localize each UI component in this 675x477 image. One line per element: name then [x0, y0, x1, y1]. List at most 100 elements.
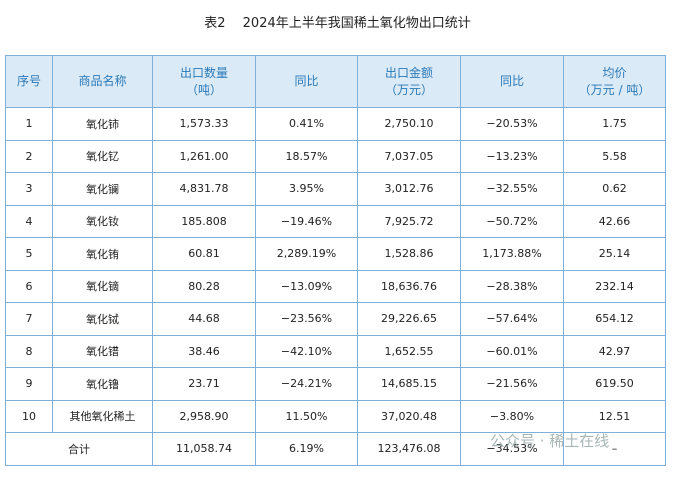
cell: 18.57% [255, 139, 358, 173]
cell: 2,289.19% [255, 237, 358, 271]
cell: 8 [5, 334, 53, 368]
cell: −13.09% [255, 269, 358, 303]
cell: 60.81 [152, 237, 256, 271]
cell: −19.46% [255, 204, 358, 238]
header-cell: 出口金额 （万元） [357, 55, 461, 108]
header-cell: 商品名称 [52, 55, 153, 108]
cell: 23.71 [152, 367, 256, 401]
cell: 氧化镝 [52, 269, 153, 303]
header-line: （万元 / 吨） [578, 82, 651, 97]
watermark: 公众号 · 稀土在线 [490, 432, 610, 450]
cell: 氧化镧 [52, 172, 153, 206]
cell: −21.56% [460, 367, 564, 401]
header-line: 序号 [16, 74, 41, 88]
header-cell: 出口数量 （吨） [152, 55, 256, 108]
header-cell: 均价 （万元 / 吨） [563, 55, 666, 108]
table-row: 7 氧化铽 44.68 −23.56% 29,226.65 −57.64% 654.12 [5, 302, 666, 336]
cell: 1.75 [563, 107, 666, 141]
cell: 44.68 [152, 302, 256, 336]
header-line: 出口金额 [384, 65, 433, 80]
table-row: 5 氧化铕 60.81 2,289.19% 1,528.86 1,173.88% 25.14 [5, 237, 666, 271]
cell: 氧化铕 [52, 237, 153, 271]
cell: 25.14 [563, 237, 666, 271]
cell: −50.72% [460, 204, 564, 238]
cell: −28.38% [460, 269, 564, 303]
table-row: 3 氧化镧 4,831.78 3.95% 3,012.76 −32.55% 0.62 [5, 172, 666, 206]
header-line: 商品名称 [78, 74, 127, 88]
cell: −3.80% [460, 399, 564, 433]
cell: −24.21% [255, 367, 358, 401]
table-row: 6 氧化镝 80.28 −13.09% 18,636.76 −28.38% 232.14 [5, 269, 666, 303]
cell: 3.95% [255, 172, 358, 206]
cell: 5.58 [563, 139, 666, 173]
header-line: 同比 [499, 74, 524, 88]
cell: 2 [5, 139, 53, 173]
cell: −13.23% [460, 139, 564, 173]
cell: −20.53% [460, 107, 564, 141]
header-line: 同比 [294, 74, 319, 88]
cell: −57.64% [460, 302, 564, 336]
cell: 14,685.15 [357, 367, 461, 401]
header-cell: 序号 [5, 55, 53, 108]
cell: 38.46 [152, 334, 256, 368]
total-cell: 11,058.74 [152, 432, 256, 466]
cell: 5 [5, 237, 53, 271]
cell: 1,652.55 [357, 334, 461, 368]
cell: 185.808 [152, 204, 256, 238]
cell: 氧化镥 [52, 367, 153, 401]
cell: 1,573.33 [152, 107, 256, 141]
cell: 7 [5, 302, 53, 336]
header-cell: 同比 [255, 55, 358, 108]
total-cell: 6.19% [255, 432, 358, 466]
cell: 1,528.86 [357, 237, 461, 271]
cell: 4,831.78 [152, 172, 256, 206]
cell: 18,636.76 [357, 269, 461, 303]
cell: 氧化钕 [52, 204, 153, 238]
cell: 氧化钇 [52, 139, 153, 173]
header-row: 序号 商品名称 出口数量 （吨） 同比 出口金额 （万元） 同比 均价 （万元 / 吨） [5, 55, 666, 108]
cell: 42.97 [563, 334, 666, 368]
total-cell: 合计 [5, 432, 153, 466]
total-cell: 123,476.08 [357, 432, 461, 466]
table-row: 1 氧化铈 1,573.33 0.41% 2,750.10 −20.53% 1.75 [5, 107, 666, 141]
table-title: 表2 2024年上半年我国稀土氧化物出口统计 [204, 16, 471, 31]
total-row: 合计 11,058.74 6.19% 123,476.08 −34.53% – [5, 432, 666, 466]
cell: −42.10% [255, 334, 358, 368]
cell: 29,226.65 [357, 302, 461, 336]
cell: 42.66 [563, 204, 666, 238]
cell: 9 [5, 367, 53, 401]
table-row: 8 氧化镨 38.46 −42.10% 1,652.55 −60.01% 42.97 [5, 334, 666, 368]
cell: 2,750.10 [357, 107, 461, 141]
header-line: （吨） [185, 82, 222, 97]
cell: 1,261.00 [152, 139, 256, 173]
header-line: （万元） [384, 82, 433, 97]
total-cell: – [563, 432, 666, 466]
cell: 7,037.05 [357, 139, 461, 173]
cell: 10 [5, 399, 53, 433]
table-row: 10 其他氧化稀土 2,958.90 11.50% 37,020.48 −3.80% 12.… [5, 399, 666, 433]
cell: −32.55% [460, 172, 564, 206]
cell: 3 [5, 172, 53, 206]
table-row: 9 氧化镥 23.71 −24.21% 14,685.15 −21.56% 619.50 [5, 367, 666, 401]
table-row: 2 氧化钇 1,261.00 18.57% 7,037.05 −13.23% 5.58 [5, 139, 666, 173]
table-row: 4 氧化钕 185.808 −19.46% 7,925.72 −50.72% 42.66 [5, 204, 666, 238]
cell: 0.41% [255, 107, 358, 141]
cell: −23.56% [255, 302, 358, 336]
cell: −60.01% [460, 334, 564, 368]
cell: 654.12 [563, 302, 666, 336]
cell: 氧化铈 [52, 107, 153, 141]
cell: 11.50% [255, 399, 358, 433]
header-cell: 同比 [460, 55, 564, 108]
cell: 1,173.88% [460, 237, 564, 271]
cell: 6 [5, 269, 53, 303]
table-body: 1 氧化铈 1,573.33 0.41% 2,750.10 −20.53% 1.75 2 氧化钇… [5, 107, 666, 466]
cell: 2,958.90 [152, 399, 256, 433]
cell: 7,925.72 [357, 204, 461, 238]
cell: 4 [5, 204, 53, 238]
cell: 12.51 [563, 399, 666, 433]
cell: 37,020.48 [357, 399, 461, 433]
cell: 619.50 [563, 367, 666, 401]
cell: 1 [5, 107, 53, 141]
cell: 其他氧化稀土 [52, 399, 153, 433]
